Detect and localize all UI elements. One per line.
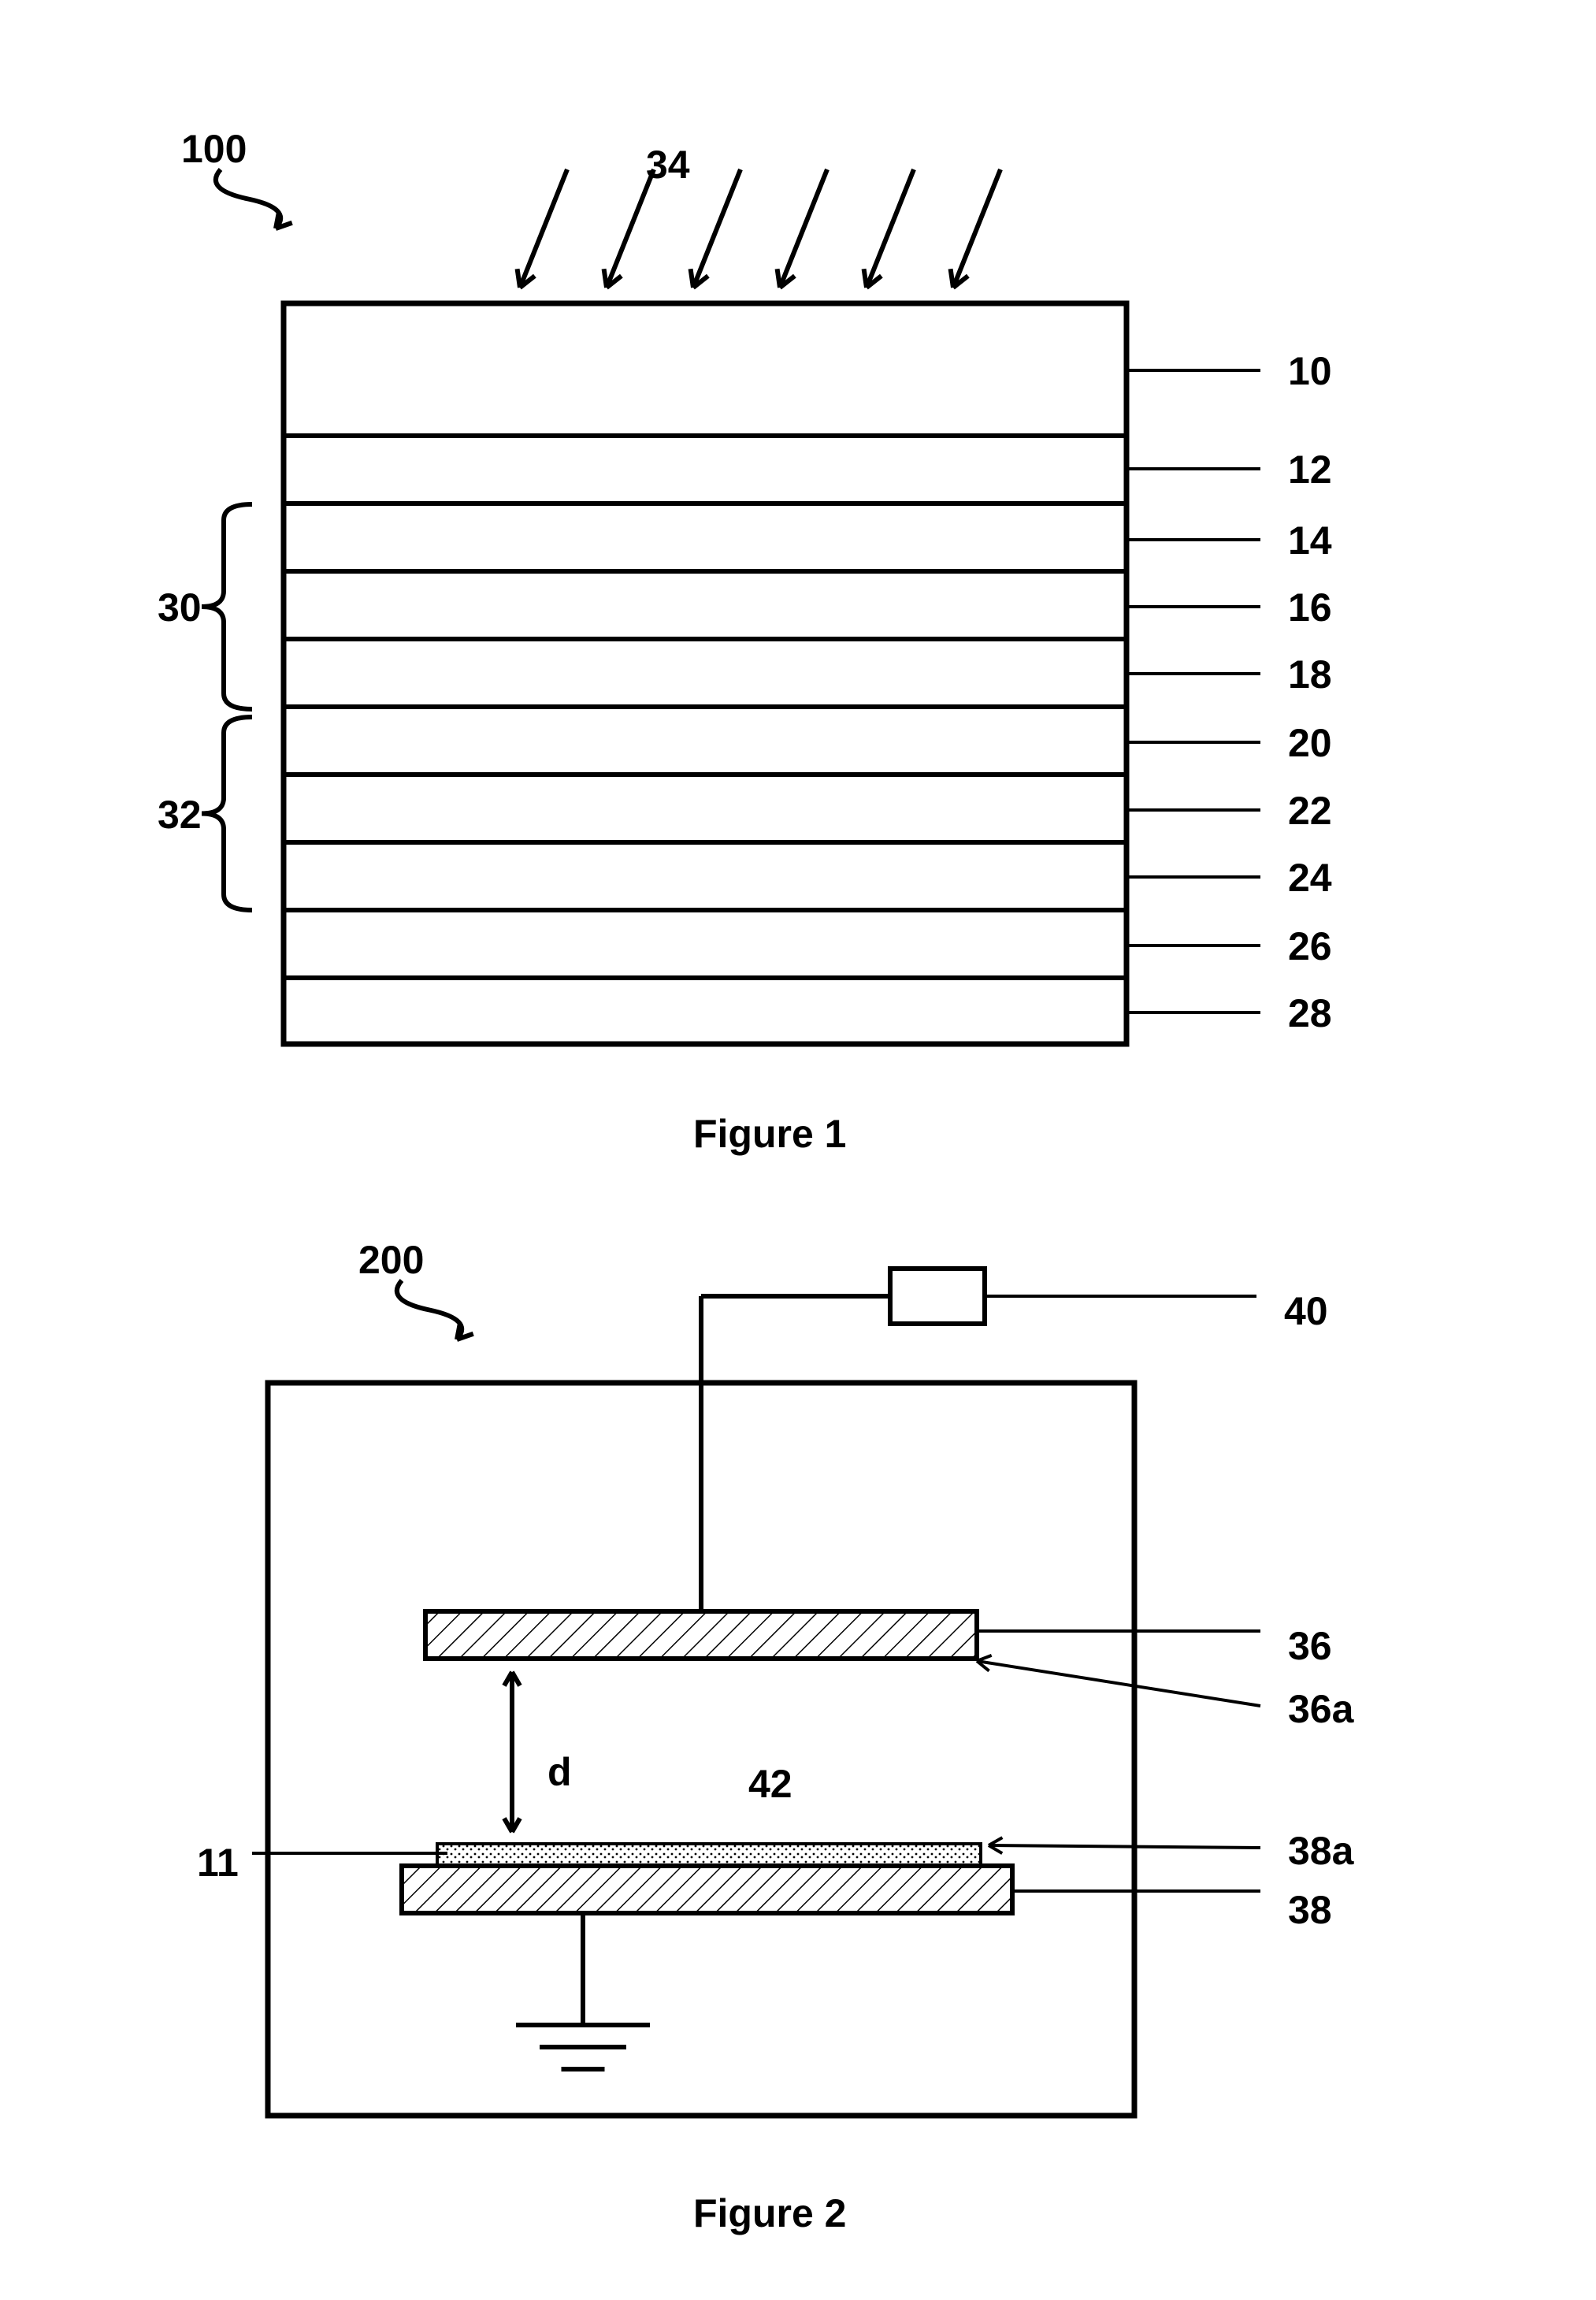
fig1-caption: Figure 1 [693, 1111, 846, 1157]
fig2-ref-38: 38 [1288, 1887, 1332, 1933]
fig1-ref-28: 28 [1288, 990, 1332, 1036]
fig1-ref-100: 100 [181, 126, 247, 172]
fig1-ref-30: 30 [158, 585, 202, 630]
fig2-ref-40: 40 [1284, 1288, 1328, 1334]
fig2-ref-38a: 38a [1288, 1828, 1353, 1874]
fig1-ref-24: 24 [1288, 855, 1332, 901]
fig1-ref-12: 12 [1288, 447, 1332, 492]
diagram-canvas: 100 34 10 12 14 16 18 20 22 24 26 28 30 32 Figure 1 200… [0, 0, 1596, 2300]
fig1-ref-18: 18 [1288, 652, 1332, 697]
fig2-ref-11: 11 [197, 1840, 239, 1886]
fig1-ref-32: 32 [158, 792, 202, 838]
fig1-ref-34: 34 [646, 142, 690, 188]
fig1-ref-16: 16 [1288, 585, 1332, 630]
fig2-caption: Figure 2 [693, 2190, 846, 2236]
fig1-ref-26: 26 [1288, 923, 1332, 969]
fig1-ref-10: 10 [1288, 348, 1332, 394]
fig1-ref-22: 22 [1288, 788, 1332, 834]
fig2-ref-200: 200 [358, 1237, 424, 1283]
fig2-ref-42: 42 [748, 1761, 792, 1807]
fig1-ref-20: 20 [1288, 720, 1332, 766]
fig1-ref-14: 14 [1288, 518, 1332, 563]
fig2-label-d: d [547, 1749, 572, 1795]
fig2-ref-36a: 36a [1288, 1686, 1353, 1732]
fig2-ref-36: 36 [1288, 1623, 1332, 1669]
